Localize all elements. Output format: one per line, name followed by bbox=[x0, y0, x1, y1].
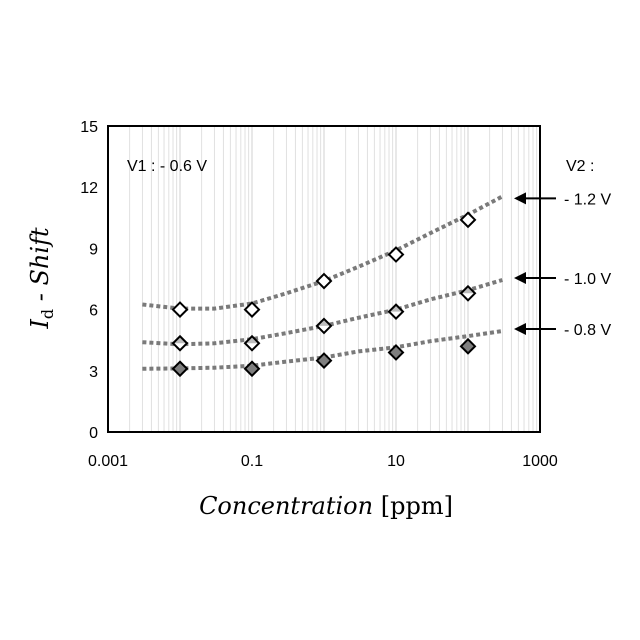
series-label: - 0.8 V bbox=[564, 322, 611, 339]
y-tick-label: 9 bbox=[89, 241, 98, 258]
x-tick-label: 0.001 bbox=[88, 453, 128, 470]
x-axis-title-unit: [ppm] bbox=[373, 492, 453, 520]
y-tick-label: 12 bbox=[80, 180, 98, 197]
y-axis-title-main: I bbox=[26, 319, 54, 330]
y-tick-label: 15 bbox=[80, 119, 98, 136]
y-axis-title-rest: - Shift bbox=[26, 227, 54, 309]
series-label: - 1.0 V bbox=[564, 271, 611, 288]
x-tick-label: 10 bbox=[387, 453, 405, 470]
y-axis-title-subscript: d bbox=[38, 309, 57, 319]
v2-annotation-header: V2 : bbox=[566, 158, 594, 175]
x-tick-label: 1000 bbox=[522, 453, 558, 470]
y-tick-label: 6 bbox=[89, 303, 98, 320]
x-tick-label: 0.1 bbox=[241, 453, 263, 470]
series-label: - 1.2 V bbox=[564, 191, 611, 208]
v1-annotation: V1 : - 0.6 V bbox=[127, 158, 207, 175]
x-axis-title-italic: Concentration bbox=[199, 492, 373, 520]
y-tick-label: 0 bbox=[89, 425, 98, 442]
y-tick-label: 3 bbox=[89, 364, 98, 381]
x-axis-title: Concentration [ppm] bbox=[199, 492, 453, 520]
